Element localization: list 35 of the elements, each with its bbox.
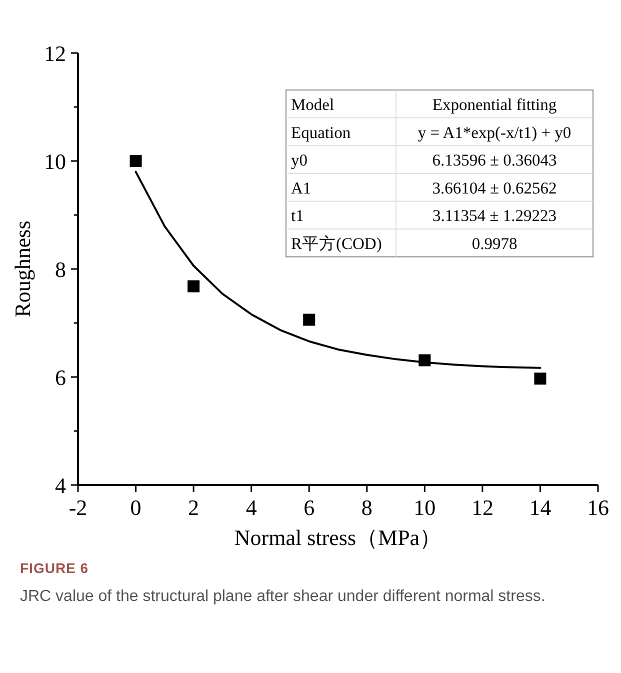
y-tick-label: 4 xyxy=(55,473,66,498)
x-tick-label: 14 xyxy=(529,495,552,520)
annotation: y = A1*exp(-x/t1) + y0 xyxy=(418,122,572,142)
caption: FIGURE 6 xyxy=(20,560,90,576)
point xyxy=(303,314,316,326)
annotation: Model xyxy=(291,95,334,114)
x-tick-label: 10 xyxy=(414,495,436,520)
annotation: 6.13596 ± 0.36043 xyxy=(432,150,557,170)
x-tick-label: 4 xyxy=(246,495,257,520)
point xyxy=(188,280,200,292)
x-tick-label: -2 xyxy=(68,495,88,520)
x-tick-label: 0 xyxy=(130,495,142,520)
text: JRC value of the structural plane after shear under different normal stress. xyxy=(20,587,546,607)
x-tick-label: 12 xyxy=(471,495,494,520)
y-tick-label: 6 xyxy=(55,365,66,390)
y-axis-title: Roughness xyxy=(10,220,35,318)
y-tick-label: 10 xyxy=(44,149,66,174)
x-tick-label: 16 xyxy=(587,495,609,520)
annotation: Equation xyxy=(291,122,351,142)
annotation: A1 xyxy=(291,178,312,198)
x-tick-label: 6 xyxy=(304,495,315,520)
annotation: 3.11354 ± 1.29223 xyxy=(432,206,556,226)
annotation: Exponential fitting xyxy=(432,95,557,114)
x-tick-label: 8 xyxy=(361,495,372,520)
annotation: 3.66104 ± 0.62562 xyxy=(432,178,557,198)
annotation: R平方(COD) xyxy=(291,234,382,253)
x-tick-label: 2 xyxy=(188,495,200,520)
y-tick-label: 12 xyxy=(44,41,66,66)
annotation: t1 xyxy=(291,206,304,226)
point xyxy=(534,372,546,385)
point xyxy=(130,155,142,167)
y-tick-label: 8 xyxy=(55,257,66,282)
x-axis-title: Normal stress（MPa） xyxy=(234,525,442,550)
annotation: y0 xyxy=(291,150,308,170)
annotation: 0.9978 xyxy=(472,234,518,253)
